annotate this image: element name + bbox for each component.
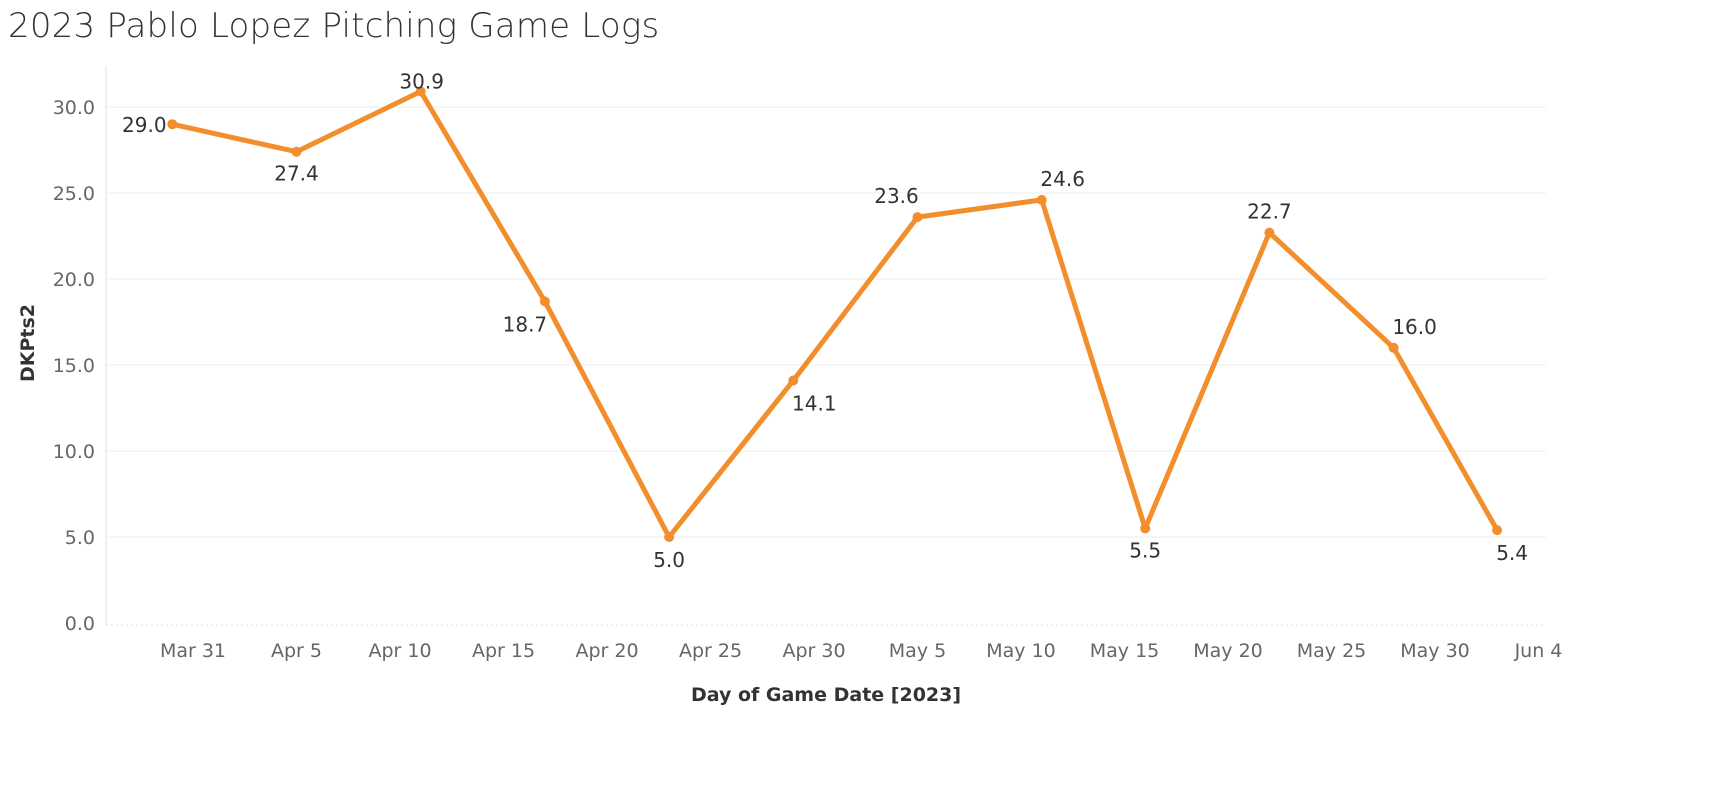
x-tick-label: Apr 20 xyxy=(575,640,638,662)
x-tick-label: Jun 4 xyxy=(1514,640,1563,662)
x-tick-label: Apr 25 xyxy=(679,640,742,662)
data-label: 29.0 xyxy=(122,113,167,137)
data-point[interactable] xyxy=(1036,194,1047,205)
data-point[interactable] xyxy=(1140,523,1151,534)
data-point[interactable] xyxy=(664,532,675,542)
data-label: 5.0 xyxy=(653,548,685,572)
data-label: 16.0 xyxy=(1392,315,1437,339)
data-point[interactable] xyxy=(167,119,178,130)
x-tick-label: May 15 xyxy=(1090,640,1160,662)
data-label: 5.5 xyxy=(1129,538,1161,562)
y-tick-label: 15.0 xyxy=(53,355,95,377)
data-labels-layer: 29.0 27.4 30.9 18.7 5.0 14.1 23.6 24.6 5.5 22.7 16… xyxy=(122,70,1528,573)
data-point[interactable] xyxy=(415,86,426,97)
data-label: 22.7 xyxy=(1247,200,1292,224)
x-tick-label: Apr 30 xyxy=(782,640,845,662)
data-point[interactable] xyxy=(912,212,923,223)
data-label: 5.4 xyxy=(1496,541,1528,565)
x-tick-label: May 5 xyxy=(889,640,946,662)
y-tick-label: 30.0 xyxy=(53,97,95,119)
y-tick-label: 5.0 xyxy=(65,527,95,549)
x-tick-label: Apr 5 xyxy=(271,640,322,662)
y-tick-label: 10.0 xyxy=(53,441,95,463)
series-line-layer xyxy=(169,89,1500,540)
data-label: 23.6 xyxy=(874,184,919,208)
data-label: 24.6 xyxy=(1040,167,1085,191)
data-point[interactable] xyxy=(291,146,302,157)
y-tick-label: 25.0 xyxy=(53,183,95,205)
data-label: 18.7 xyxy=(503,312,548,336)
x-tick-label: Apr 10 xyxy=(368,640,431,662)
x-axis-title: Day of Game Date [2023] xyxy=(691,684,961,706)
y-axis-ticks: 0.0 5.0 10.0 15.0 20.0 25.0 30.0 xyxy=(53,97,95,635)
data-point[interactable] xyxy=(1264,227,1275,238)
series-line xyxy=(169,89,1500,540)
x-tick-label: May 10 xyxy=(986,640,1056,662)
x-tick-label: May 25 xyxy=(1297,640,1367,662)
x-tick-label: May 20 xyxy=(1193,640,1263,662)
data-point[interactable] xyxy=(539,296,550,307)
data-point[interactable] xyxy=(788,375,799,386)
x-tick-label: May 30 xyxy=(1400,640,1470,662)
x-tick-label: Mar 31 xyxy=(160,640,226,662)
y-axis-title: DKPts2 xyxy=(17,304,39,382)
axes-layer xyxy=(105,66,1546,626)
data-points-layer xyxy=(167,86,1503,542)
chart-title: 2023 Pablo Lopez Pitching Game Logs xyxy=(8,6,660,46)
y-tick-label: 0.0 xyxy=(65,613,95,635)
data-label: 27.4 xyxy=(274,162,319,186)
data-point[interactable] xyxy=(1492,525,1503,536)
data-label: 30.9 xyxy=(399,70,444,94)
grid-layer xyxy=(106,106,1546,538)
x-tick-label: Apr 15 xyxy=(472,640,535,662)
y-tick-label: 20.0 xyxy=(53,269,95,291)
data-point[interactable] xyxy=(1388,342,1399,353)
x-axis-ticks: Mar 31 Apr 5 Apr 10 Apr 15 Apr 20 Apr 25 Apr 3… xyxy=(160,640,1562,662)
data-label: 14.1 xyxy=(792,392,837,416)
